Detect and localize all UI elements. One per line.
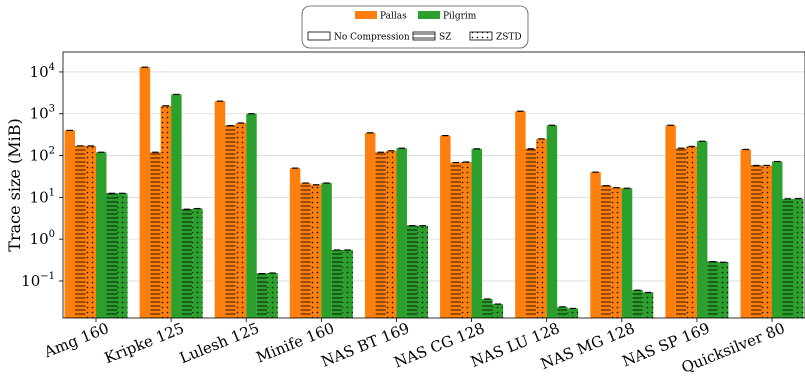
y-tick-label: 100 bbox=[30, 229, 55, 248]
bar bbox=[321, 183, 332, 318]
bar bbox=[740, 149, 751, 318]
y-tick-label: 104 bbox=[30, 62, 55, 81]
legend-swatch bbox=[355, 11, 377, 19]
bar-group bbox=[214, 100, 278, 319]
bar-hatch bbox=[482, 299, 493, 318]
bar-hatch bbox=[225, 125, 236, 319]
bar-hatch bbox=[793, 198, 804, 318]
bar-hatch bbox=[160, 105, 172, 318]
bar-hatch bbox=[267, 273, 278, 318]
bar-hatch bbox=[417, 225, 428, 318]
bar-hatch bbox=[450, 162, 462, 318]
bar-hatch bbox=[632, 290, 643, 318]
bar-hatch bbox=[106, 193, 117, 318]
y-tick-label: 103 bbox=[30, 104, 55, 123]
bar-hatch bbox=[192, 208, 203, 318]
bar-hatch bbox=[117, 193, 128, 318]
bar-hatch bbox=[675, 148, 687, 318]
bar-hatch bbox=[406, 225, 418, 318]
bar-hatch bbox=[717, 262, 729, 318]
plot-area bbox=[62, 51, 805, 319]
bar-group bbox=[665, 124, 729, 318]
bar-hatch bbox=[342, 250, 353, 318]
bar-hatch bbox=[492, 304, 504, 318]
bar bbox=[665, 125, 676, 318]
bar-hatch bbox=[686, 146, 697, 318]
bar bbox=[471, 148, 483, 318]
y-axis-title: Trace size (MiB) bbox=[5, 118, 24, 251]
legend-label: Pilgrim bbox=[443, 12, 477, 22]
bar-hatch bbox=[331, 250, 343, 318]
bar-hatch bbox=[707, 261, 718, 318]
bar-hatch bbox=[75, 145, 86, 318]
bar-hatch bbox=[611, 187, 622, 318]
bar-hatch bbox=[150, 152, 161, 318]
x-tick-label: Kripke 125 bbox=[102, 319, 187, 367]
bar bbox=[515, 111, 526, 319]
bar-group bbox=[64, 129, 128, 318]
bar-hatch bbox=[256, 273, 268, 318]
bar-hatch bbox=[642, 292, 654, 318]
bar-group bbox=[515, 110, 579, 319]
bar bbox=[171, 94, 182, 318]
legend-label: ZSTD bbox=[496, 33, 522, 43]
bar-hatch bbox=[557, 306, 568, 318]
legend-swatch bbox=[418, 11, 440, 19]
bar bbox=[364, 132, 376, 318]
bar-hatch bbox=[600, 185, 612, 318]
bar bbox=[214, 101, 226, 318]
bar bbox=[139, 67, 151, 318]
y-axis: 104 103 102 101 100 10−1 bbox=[21, 62, 63, 290]
bar-hatch bbox=[525, 148, 537, 318]
bar bbox=[246, 113, 257, 319]
bar bbox=[440, 135, 451, 318]
bar bbox=[289, 168, 301, 318]
bar-group bbox=[740, 148, 804, 318]
bar-hatch bbox=[310, 184, 322, 318]
bar bbox=[396, 148, 407, 318]
bar-hatch bbox=[181, 209, 193, 318]
bar-hatch bbox=[751, 165, 762, 318]
bar bbox=[772, 161, 783, 318]
legend-hatch-fill bbox=[413, 32, 435, 40]
bar-hatch bbox=[782, 198, 793, 318]
bar-group bbox=[139, 66, 203, 318]
x-tick-label: Lulesh 125 bbox=[177, 319, 262, 367]
legend: Pallas Pilgrim No Compression SZ ZSTD bbox=[301, 5, 529, 49]
legend-label: Pallas bbox=[380, 12, 407, 22]
y-tick-label: 10−1 bbox=[21, 271, 55, 290]
legend-label: No Compression bbox=[334, 33, 410, 43]
y-tick-label: 101 bbox=[30, 187, 55, 206]
bar-hatch bbox=[461, 162, 472, 318]
x-tick-label: Amg 160 bbox=[41, 319, 112, 362]
bar bbox=[696, 141, 708, 318]
bar bbox=[546, 125, 558, 318]
bar-group bbox=[289, 167, 353, 318]
bar-group bbox=[440, 135, 504, 318]
bar-hatch bbox=[235, 123, 247, 318]
bar-hatch bbox=[761, 165, 772, 318]
bar-group bbox=[590, 171, 654, 318]
legend-hatch-swatch bbox=[307, 31, 331, 41]
legend-hatch-fill bbox=[470, 32, 492, 40]
bar-hatch bbox=[85, 145, 96, 318]
bar-hatch bbox=[536, 138, 547, 318]
bar-hatch bbox=[375, 152, 386, 318]
bar-hatch bbox=[567, 308, 579, 318]
y-tick-label: 102 bbox=[30, 146, 55, 165]
bar bbox=[96, 152, 107, 318]
bar bbox=[621, 188, 633, 318]
bar bbox=[64, 130, 75, 318]
bars bbox=[64, 66, 804, 319]
legend-label: SZ bbox=[439, 33, 451, 43]
bar bbox=[590, 172, 601, 318]
bar-hatch bbox=[300, 183, 311, 318]
bar-hatch bbox=[385, 150, 397, 318]
bar-group bbox=[364, 132, 428, 318]
